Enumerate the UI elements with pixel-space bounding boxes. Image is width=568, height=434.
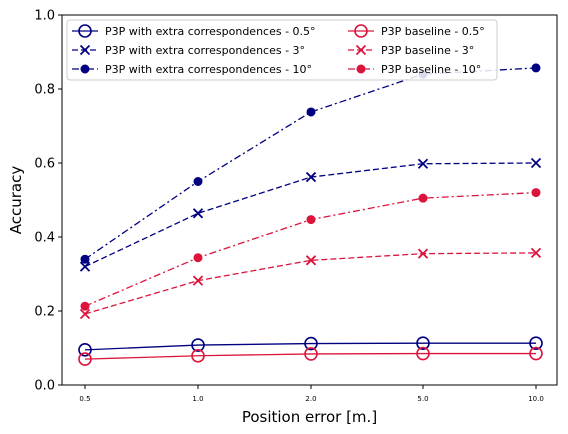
series-line (84, 342, 536, 351)
marker-stroke (530, 157, 542, 169)
y-tick-label: 0.0 (34, 379, 55, 394)
legend: P3P with extra correspondences - 0.5° P3P… (66, 19, 498, 81)
legend-marker (79, 44, 91, 56)
x-tick-label: 2.0 (305, 395, 316, 403)
legend-marker (354, 24, 368, 38)
data-point (530, 157, 542, 169)
x-tick-label: 0.5 (79, 395, 90, 403)
data-point (417, 248, 429, 259)
data-point (193, 177, 203, 186)
marker-stroke (79, 44, 91, 56)
data-point (530, 247, 542, 259)
marker-stroke (79, 308, 91, 320)
series-6 (80, 188, 541, 311)
series-line (84, 191, 537, 307)
data-point (529, 336, 543, 350)
legend-item-1: P3P with extra correspondences - 0.5° (72, 24, 316, 38)
data-point (416, 346, 430, 361)
y-axis-label: Accuracy (7, 166, 25, 235)
data-point (417, 158, 429, 169)
legend-label: P3P baseline - 10° (381, 63, 481, 76)
marker-stroke (417, 248, 429, 259)
marker-stroke (192, 208, 204, 219)
plot-frame (61, 14, 558, 386)
legend-box (66, 19, 498, 81)
plot-area (78, 63, 543, 366)
x-tick-label: 5.0 (417, 395, 428, 403)
marker-stroke (192, 275, 204, 286)
series-2 (79, 157, 542, 272)
axes: 0.0 0.2 0.4 0.6 0.8 1.0 0.5 1.0 2.0 5.0 10.0 (34, 9, 558, 403)
data-point (192, 208, 204, 219)
legend-marker (78, 24, 92, 38)
legend-item-4: P3P baseline - 0.5° (348, 24, 485, 38)
data-point (531, 63, 541, 73)
legend-label: P3P with extra correspondences - 0.5° (105, 25, 316, 38)
y-tick-label: 0.2 (34, 305, 55, 320)
marker-stroke (305, 171, 317, 183)
data-point (79, 308, 91, 320)
data-point (192, 275, 204, 286)
data-point (305, 171, 317, 183)
data-point (418, 193, 428, 203)
legend-item-2: P3P with extra correspondences - 3° (72, 44, 305, 57)
series-5 (79, 247, 542, 320)
y-tick-label: 0.8 (34, 83, 55, 98)
data-point (80, 254, 90, 264)
series-1 (78, 336, 543, 357)
y-tick-label: 1.0 (34, 9, 55, 24)
data-point (78, 352, 92, 366)
legend-marker (355, 44, 367, 56)
data-point (304, 336, 318, 351)
legend-label: P3P with extra correspondences - 3° (105, 44, 305, 57)
series-line (84, 352, 536, 360)
data-point (78, 343, 92, 357)
series-4 (78, 346, 543, 366)
x-tick-label: 1.0 (192, 395, 203, 403)
data-point (79, 261, 91, 272)
data-point (529, 346, 543, 361)
y-tick-label: 0.6 (34, 157, 55, 172)
data-point (531, 188, 541, 198)
legend-label: P3P baseline - 3° (381, 44, 474, 57)
series-3 (80, 63, 541, 264)
data-point (191, 338, 205, 352)
x-tick-label: 10.0 (528, 395, 544, 403)
y-tick-label: 0.4 (34, 231, 55, 246)
marker-stroke (79, 261, 91, 272)
legend-marker (80, 64, 90, 74)
data-point (191, 348, 205, 363)
data-point (306, 215, 316, 225)
data-point (416, 336, 430, 350)
data-point (305, 255, 317, 266)
legend-item-6: P3P baseline - 10° (348, 63, 481, 76)
marker-stroke (530, 247, 542, 259)
legend-item-3: P3P with extra correspondences - 10° (72, 63, 312, 76)
data-point (304, 347, 318, 361)
legend-item-5: P3P baseline - 3° (348, 44, 474, 57)
data-point (306, 107, 316, 117)
data-point (193, 253, 203, 263)
marker-stroke (417, 158, 429, 169)
series-line (84, 252, 537, 315)
data-point (80, 301, 90, 311)
x-axis-label: Position error [m.] (242, 408, 377, 426)
legend-marker (356, 64, 366, 74)
marker-stroke (355, 44, 367, 56)
legend-label: P3P baseline - 0.5° (381, 25, 485, 38)
legend-label: P3P with extra correspondences - 10° (105, 63, 312, 76)
marker-stroke (305, 255, 317, 266)
